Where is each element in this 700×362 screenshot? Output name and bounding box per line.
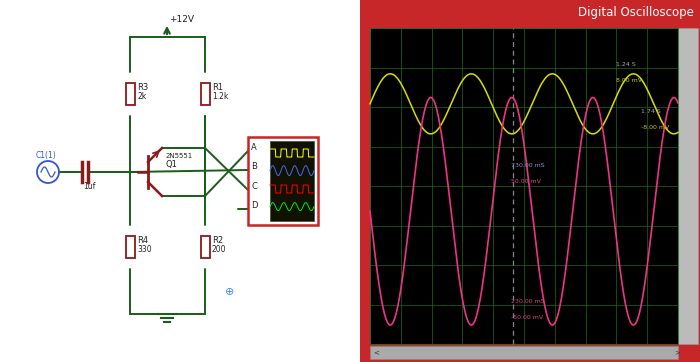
Text: Q1: Q1 <box>166 160 178 169</box>
Text: C: C <box>251 182 257 191</box>
Bar <box>125 83 134 105</box>
Text: 2N5551: 2N5551 <box>166 153 193 159</box>
Text: 730.00 mS: 730.00 mS <box>511 163 545 168</box>
Bar <box>200 236 209 258</box>
Text: -8.00 mV: -8.00 mV <box>641 125 669 130</box>
Bar <box>125 236 134 258</box>
Text: D: D <box>251 201 258 210</box>
Text: ⊕: ⊕ <box>225 287 234 297</box>
Text: 1.74 S: 1.74 S <box>641 109 661 114</box>
Text: 50.00 mV: 50.00 mV <box>511 179 541 184</box>
Text: 1.2k: 1.2k <box>212 92 228 101</box>
Text: 200: 200 <box>212 245 227 254</box>
Text: 2k: 2k <box>137 92 146 101</box>
Bar <box>248 137 318 225</box>
Text: 8.00 mV: 8.00 mV <box>617 78 643 83</box>
Text: 230.00 mS: 230.00 mS <box>511 299 545 304</box>
Text: B: B <box>251 162 257 171</box>
Text: >: > <box>674 349 680 355</box>
Text: 1uf: 1uf <box>83 182 95 191</box>
Bar <box>360 0 700 362</box>
Bar <box>200 83 209 105</box>
Text: R3: R3 <box>137 83 148 92</box>
Bar <box>678 28 698 344</box>
Text: R4: R4 <box>137 236 148 245</box>
Text: 1.24 S: 1.24 S <box>617 62 636 67</box>
Bar <box>370 28 678 344</box>
Bar <box>270 141 314 221</box>
Text: R2: R2 <box>212 236 223 245</box>
Text: 330: 330 <box>137 245 152 254</box>
Text: A: A <box>251 143 257 152</box>
Bar <box>370 346 678 359</box>
Text: Digital Oscilloscope: Digital Oscilloscope <box>578 6 694 19</box>
Text: -50.00 mV: -50.00 mV <box>511 315 543 320</box>
Text: <: < <box>373 349 379 355</box>
Text: R1: R1 <box>212 83 223 92</box>
Text: C1(1): C1(1) <box>36 151 57 160</box>
Text: +12V: +12V <box>169 15 194 24</box>
